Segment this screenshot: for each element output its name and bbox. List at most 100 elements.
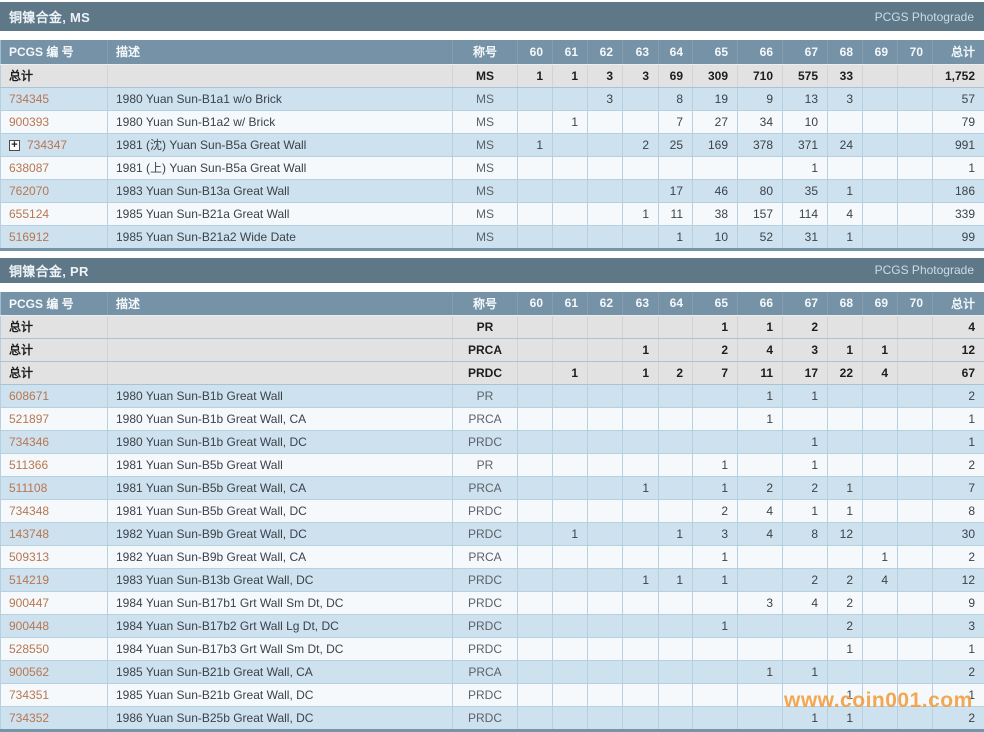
pcgs-number-link[interactable]: 516912: [9, 229, 50, 244]
grade-count-60: [517, 155, 553, 180]
row-total: 991: [932, 132, 984, 157]
pcgs-number-link[interactable]: 900447: [9, 596, 50, 610]
table-row: 900393 1980 Yuan Sun-B1a2 w/ Brick MS 1 7 27 3…: [0, 109, 984, 134]
designation-value: PRDC: [452, 591, 518, 615]
grade-count-61: [552, 683, 588, 707]
pcgs-number-link[interactable]: 900448: [9, 619, 50, 633]
grade-count-68: 1: [827, 499, 863, 523]
grade-count-68: 2: [827, 591, 863, 615]
pcgs-number-cell: 900447: [0, 591, 108, 615]
grade-count-64: 8: [658, 86, 693, 111]
grade-count-61: [552, 407, 588, 431]
pcgs-number-link[interactable]: 734345: [9, 91, 50, 106]
grade-count-63: [622, 499, 659, 523]
grade-count-66: 1: [737, 315, 783, 339]
grade-count-69: [862, 384, 898, 408]
grade-count-66: 1: [737, 660, 783, 684]
grade-count-63: [622, 178, 659, 203]
pcgs-number-link[interactable]: 521897: [9, 412, 50, 426]
grade-count-68: 2: [827, 614, 863, 638]
grade-count-67: 1: [782, 430, 828, 454]
grade-count-67: 17: [782, 361, 828, 385]
pcgs-number-link[interactable]: 900562: [9, 665, 50, 679]
pcgs-number-cell: 509313: [0, 545, 108, 569]
grade-count-63: [622, 614, 659, 638]
row-total: 4: [932, 315, 984, 339]
grade-count-61: 1: [552, 522, 588, 546]
grade-count-66: 9: [737, 86, 783, 111]
pcgs-number-link[interactable]: 762070: [9, 183, 50, 198]
pcgs-number-cell: 608671: [0, 384, 108, 408]
grade-count-63: [622, 637, 659, 661]
designation-value: PRCA: [452, 660, 518, 684]
pcgs-number-cell: 900393: [0, 109, 108, 134]
grade-count-62: [587, 109, 623, 134]
grade-count-69: [862, 453, 898, 477]
pcgs-number-link[interactable]: 734346: [9, 435, 50, 449]
grade-count-69: [862, 706, 898, 731]
grade-count-66: 80: [737, 178, 783, 203]
row-total: 2: [932, 545, 984, 569]
grade-count-65: [692, 706, 738, 731]
coin-description: 1980 Yuan Sun-B1a2 w/ Brick: [107, 109, 453, 134]
pcgs-number-link[interactable]: 734352: [9, 711, 50, 725]
row-total: 1: [932, 683, 984, 707]
grade-count-66: [737, 683, 783, 707]
pcgs-number-link[interactable]: 734351: [9, 688, 50, 702]
pcgs-number-cell: 521897: [0, 407, 108, 431]
row-total: 30: [932, 522, 984, 546]
pcgs-number-link[interactable]: 514219: [9, 573, 50, 587]
grade-count-66: 4: [737, 338, 783, 362]
grade-count-70: [897, 86, 933, 111]
coin-description: 1985 Yuan Sun-B21a2 Wide Date: [107, 224, 453, 250]
grade-count-62: [587, 499, 623, 523]
grade-count-68: 24: [827, 132, 863, 157]
pcgs-number-cell: 143748: [0, 522, 108, 546]
grade-count-63: 3: [622, 63, 659, 88]
pcgs-number-link[interactable]: 608671: [9, 389, 50, 403]
grade-count-64: 1: [658, 522, 693, 546]
grade-count-69: [862, 132, 898, 157]
pcgs-number-cell: 514219: [0, 568, 108, 592]
grade-count-63: [622, 109, 659, 134]
grade-count-63: 1: [622, 361, 659, 385]
table-row: 734345 1980 Yuan Sun-B1a1 w/o Brick MS 3 8 19…: [0, 86, 984, 111]
pcgs-number-link[interactable]: 509313: [9, 550, 50, 564]
col-header-designation: 称号: [452, 40, 518, 65]
coin-description: 1981 (上) Yuan Sun-B5a Great Wall: [107, 155, 453, 180]
grade-count-70: [897, 63, 933, 88]
designation-value: MS: [452, 155, 518, 180]
pcgs-number-link[interactable]: 655124: [9, 206, 50, 221]
totals-row: 总计 PRDC 1 1 2 7 11 17 22 4 67: [0, 361, 984, 385]
expand-row-icon[interactable]: +: [9, 139, 20, 151]
designation-value: MS: [452, 86, 518, 111]
grade-count-67: 575: [782, 63, 828, 88]
table-row: 509313 1982 Yuan Sun-B9b Great Wall, CA PR…: [0, 545, 984, 569]
row-total: 7: [932, 476, 984, 500]
grade-count-64: [658, 637, 693, 661]
pcgs-number-link[interactable]: 143748: [9, 527, 50, 541]
pcgs-number-link[interactable]: 900393: [9, 114, 50, 129]
col-header-pcgs-number: PCGS 编 号: [0, 40, 108, 65]
pcgs-number-link[interactable]: 511366: [9, 458, 49, 472]
grade-count-65: 1: [692, 545, 738, 569]
coin-description: 1985 Yuan Sun-B21b Great Wall, DC: [107, 683, 453, 707]
grade-count-60: [517, 178, 553, 203]
grade-count-65: [692, 637, 738, 661]
pcgs-number-link[interactable]: 734348: [9, 504, 50, 518]
pcgs-number-link[interactable]: 638087: [9, 160, 50, 175]
grade-count-64: [658, 545, 693, 569]
pcgs-number-link[interactable]: 528550: [9, 642, 50, 656]
coin-description: 1982 Yuan Sun-B9b Great Wall, DC: [107, 522, 453, 546]
pcgs-number-link[interactable]: 734347: [27, 137, 68, 152]
section-pr: 铜镍合金, PR PCGS Photograde PCGS 编 号描述 称号 60 6…: [0, 257, 984, 732]
grade-count-68: 4: [827, 201, 863, 226]
grade-count-66: 378: [737, 132, 783, 157]
column-header-row: PCGS 编 号描述 称号 60 61 62 63 64 65 66 67 68 69 70 总计: [0, 291, 984, 316]
grade-count-60: [517, 201, 553, 226]
table-row: 514219 1983 Yuan Sun-B13b Great Wall, DC P…: [0, 568, 984, 592]
grade-count-60: [517, 683, 553, 707]
col-header-grade-64: 64: [658, 291, 693, 316]
grade-count-61: [552, 453, 588, 477]
pcgs-number-link[interactable]: 511108: [9, 481, 48, 495]
